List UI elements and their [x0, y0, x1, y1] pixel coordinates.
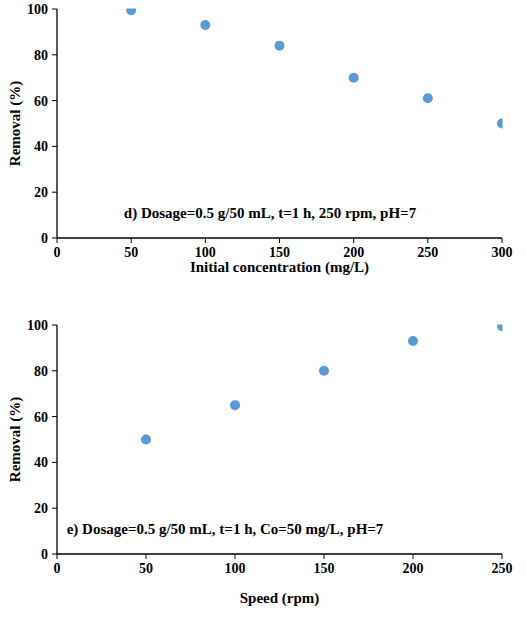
point: [230, 400, 240, 410]
y-tick-label: 0: [41, 231, 48, 246]
x-tick: [324, 554, 325, 559]
y-tick: [52, 416, 57, 417]
y-tick: [52, 192, 57, 193]
plot-area: [126, 9, 502, 129]
chart: 050100150200250300020406080100Initial co…: [7, 2, 513, 276]
x-tick: [413, 554, 414, 559]
point: [408, 336, 418, 346]
x-tick-label: 250: [417, 245, 438, 260]
y-tick: [52, 325, 57, 326]
y-tick: [52, 9, 57, 10]
chart: 0 50 100 150 200 250 0 20 40 60 80 100 Speed (rpm) Re…: [7, 318, 513, 607]
x-tick: [235, 554, 236, 559]
y-axis: [56, 325, 57, 554]
x-tick-label: 250: [492, 561, 513, 576]
annotation: e) Dosage=0.5 g/50 mL, t=1 h, Co=50 mg/L…: [67, 521, 384, 538]
y-tick-label: 20: [34, 185, 48, 200]
y-tick-label: 80: [34, 364, 48, 379]
x-tick: [131, 238, 132, 243]
y-tick: [52, 238, 57, 239]
x-tick: [502, 554, 503, 559]
plot-area: [141, 325, 503, 445]
y-tick-label: 60: [34, 94, 48, 109]
x-tick-label: 0: [54, 245, 61, 260]
y-tick: [52, 146, 57, 147]
x-tick-label: 150: [269, 245, 290, 260]
y-axis-label: Removal (%): [7, 397, 24, 482]
y-tick: [52, 462, 57, 463]
y-axis-label: Removal (%): [7, 81, 24, 166]
y-tick-label: 40: [34, 455, 48, 470]
x-tick: [146, 554, 147, 559]
point: [319, 366, 329, 376]
x-tick: [57, 238, 58, 243]
x-tick-label: 300: [492, 245, 513, 260]
point: [141, 435, 151, 445]
x-tick: [279, 238, 280, 243]
y-tick-label: 80: [34, 48, 48, 63]
x-tick-label: 100: [195, 245, 216, 260]
y-tick-label: 40: [34, 139, 48, 154]
x-tick-label: 50: [124, 245, 138, 260]
x-tick-label: 100: [225, 561, 246, 576]
y-tick-label: 60: [34, 410, 48, 425]
y-tick: [52, 100, 57, 101]
y-tick: [52, 508, 57, 509]
y-tick: [52, 54, 57, 55]
y-tick-label: 100: [27, 2, 48, 17]
point: [423, 93, 433, 103]
point: [200, 20, 210, 30]
point: [497, 119, 503, 129]
x-tick-label: 0: [54, 561, 61, 576]
y-tick-label: 100: [27, 318, 48, 333]
x-tick-label: 50: [139, 561, 153, 576]
figure: 050100150200250300020406080100Initial co…: [0, 0, 527, 635]
x-tick: [427, 238, 428, 243]
x-tick: [57, 554, 58, 559]
y-tick-label: 20: [34, 501, 48, 516]
x-tick-label: 200: [343, 245, 364, 260]
point: [126, 9, 136, 16]
x-axis-label: Speed (rpm): [240, 590, 320, 607]
point: [497, 325, 503, 332]
x-tick: [353, 238, 354, 243]
x-axis: [57, 553, 502, 554]
x-tick: [205, 238, 206, 243]
y-tick: [52, 554, 57, 555]
annotation: d) Dosage=0.5 g/50 mL, t=1 h, 250 rpm, p…: [124, 205, 417, 222]
x-tick-label: 200: [403, 561, 424, 576]
point: [349, 73, 359, 83]
point: [275, 41, 285, 51]
x-tick: [502, 238, 503, 243]
y-axis: [56, 9, 57, 238]
x-axis-label: Initial concentration (mg/L): [190, 259, 369, 276]
x-tick-label: 150: [314, 561, 335, 576]
y-tick: [52, 370, 57, 371]
y-tick-label: 0: [41, 547, 48, 562]
